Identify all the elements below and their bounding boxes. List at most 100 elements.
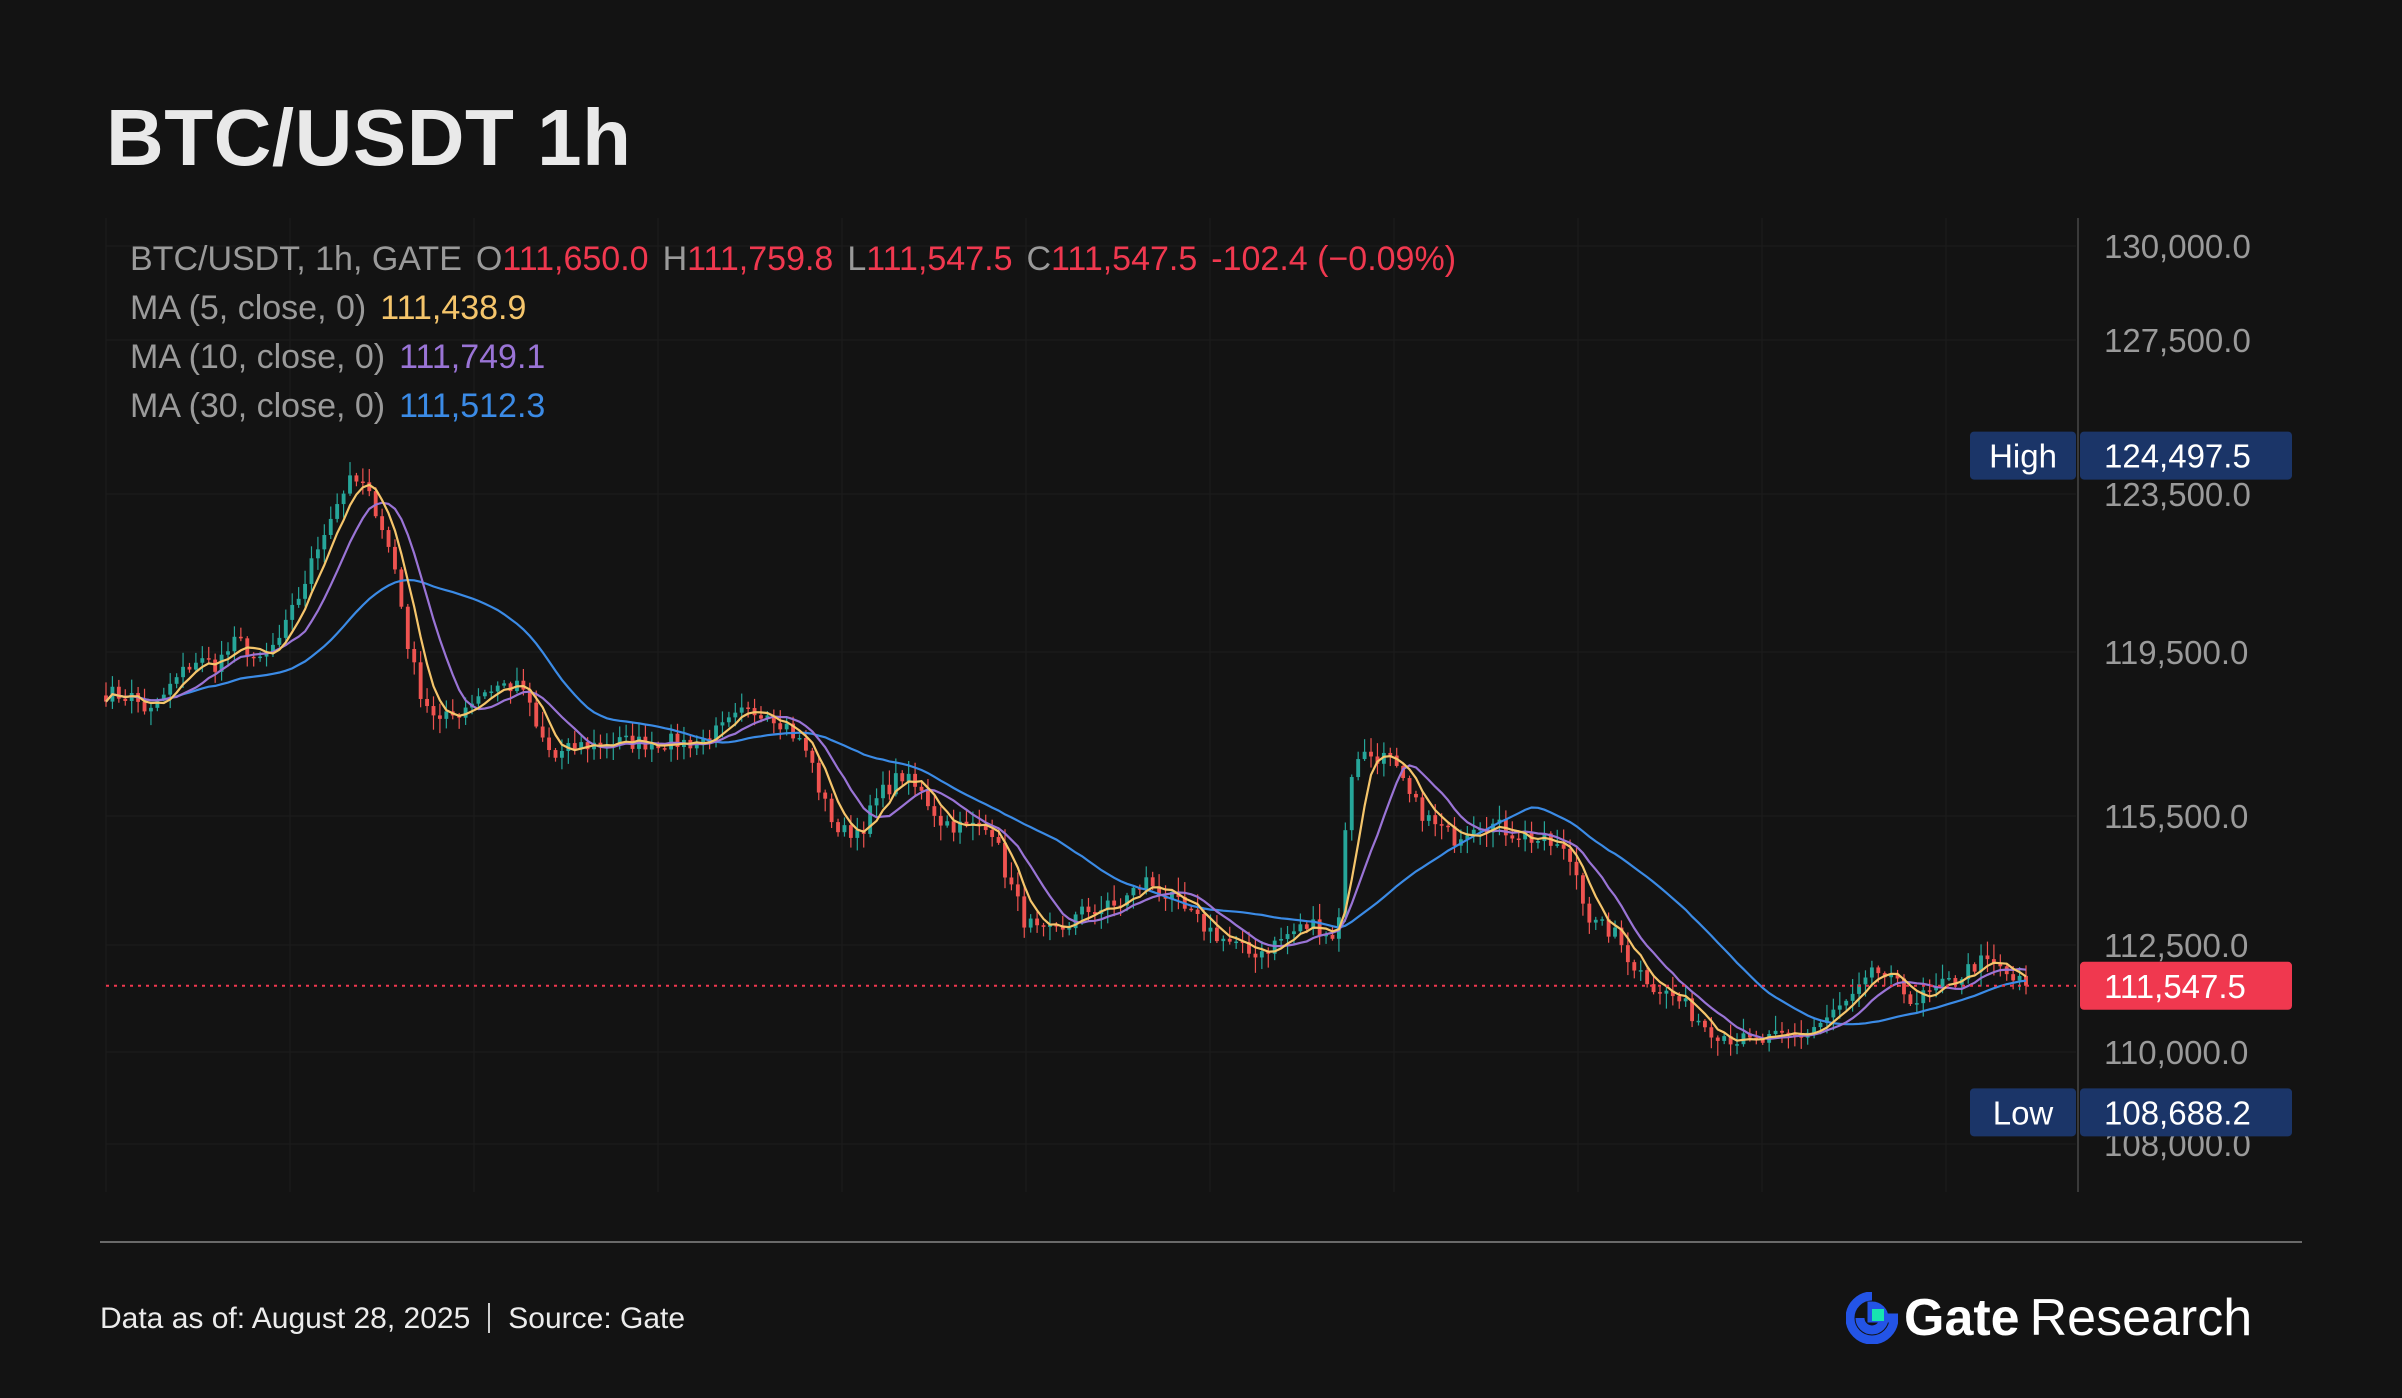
candle-body <box>232 636 237 652</box>
footer-divider <box>100 1241 2302 1243</box>
candle-body <box>1003 842 1007 878</box>
candle-body <box>932 806 937 816</box>
y-tick-label: 119,500.0 <box>2104 634 2248 671</box>
candle-body <box>739 707 744 713</box>
candle-body <box>1991 959 1996 964</box>
candle-body <box>1574 861 1579 876</box>
candle-body <box>1722 1036 1727 1041</box>
data-source: Source: Gate <box>508 1302 686 1335</box>
legend-low-value: 111,547.5 <box>866 240 1013 278</box>
candle-body <box>1972 964 1977 972</box>
high-value: 124,497.5 <box>2104 438 2251 475</box>
candle-body <box>1632 962 1637 971</box>
candle-body <box>1747 1033 1752 1038</box>
candle-body <box>983 824 988 831</box>
candle-body <box>842 825 847 833</box>
candle-body <box>1170 891 1174 899</box>
candle-body <box>1394 755 1399 766</box>
candle-body <box>868 805 873 834</box>
candle-body <box>1356 759 1361 778</box>
candle-body <box>476 696 481 704</box>
ma5-line: MA (5, close, 0) 111,438.9 <box>130 284 1456 333</box>
high-label: High <box>1989 438 2057 475</box>
candle-body <box>1381 752 1386 764</box>
candle-body <box>778 723 783 730</box>
candle-body <box>1369 751 1373 757</box>
ma30-line <box>105 578 2027 1026</box>
candle-body <box>926 790 930 807</box>
candle-body <box>1844 1000 1849 1006</box>
price-chart[interactable]: 130,000.0 127,500.0 123,500.0 119,500.0 115,… <box>0 0 2402 1240</box>
candle-body <box>579 742 584 749</box>
candle-body <box>1568 848 1573 862</box>
candle-body <box>142 701 147 712</box>
legend-low-label: L <box>847 240 867 278</box>
candle-body <box>598 742 603 747</box>
candle-body <box>399 569 404 607</box>
candle-body <box>309 558 314 584</box>
candle-body <box>996 837 1001 843</box>
legend-change: -102.4 (−0.09%) <box>1211 240 1457 278</box>
candle-body <box>187 666 192 670</box>
candle-body <box>900 773 905 782</box>
candlesticks <box>104 462 2028 1056</box>
candle-body <box>1850 993 1855 1001</box>
candle-body <box>662 748 667 750</box>
candle-body <box>1998 963 2003 967</box>
candle-body <box>1523 832 1528 840</box>
candle-body <box>258 656 263 659</box>
candle-body <box>1869 967 1874 978</box>
candle-body <box>1638 970 1643 972</box>
ma30-value: 111,512.3 <box>399 387 546 425</box>
candle-body <box>1471 829 1476 836</box>
y-tick-label: 115,500.0 <box>2104 798 2248 835</box>
moving-averages <box>105 483 2027 1042</box>
ma30-label: MA (30, close, 0) <box>130 387 386 425</box>
candle-body <box>1362 751 1367 760</box>
candle-body <box>508 683 513 692</box>
candle-body <box>1677 996 1682 1002</box>
candle-body <box>1227 938 1232 942</box>
candle-body <box>1388 752 1393 756</box>
candle-body <box>1953 978 1958 985</box>
candle-body <box>354 475 359 482</box>
low-value: 108,688.2 <box>2104 1094 2251 1131</box>
candle-body <box>1651 984 1656 993</box>
candle-body <box>1837 1005 1842 1010</box>
candle-body <box>380 516 385 531</box>
candle-body <box>335 504 340 519</box>
candle-body <box>1735 1044 1739 1046</box>
brand-name: Gate <box>1904 1289 2020 1347</box>
candle-body <box>303 583 307 599</box>
chart-grid <box>105 218 2076 1192</box>
candle-body <box>553 750 558 758</box>
candle-body <box>1144 877 1149 890</box>
candle-body <box>1625 945 1630 963</box>
candle-body <box>2011 974 2016 981</box>
candle-body <box>1208 927 1213 932</box>
candle-body <box>1703 1020 1707 1028</box>
candle-body <box>791 723 796 739</box>
candle-body <box>1709 1027 1714 1038</box>
price-axis: 130,000.0 127,500.0 123,500.0 119,500.0 115,… <box>2104 228 2251 1163</box>
candle-body <box>315 549 320 559</box>
candle-body <box>1324 934 1328 937</box>
candle-body <box>649 743 654 750</box>
candle-body <box>1022 896 1027 928</box>
candle-body <box>1857 984 1861 994</box>
candle-body <box>1420 797 1425 821</box>
candle-body <box>502 683 507 686</box>
candle-body <box>1247 942 1251 954</box>
candle-body <box>238 636 243 639</box>
candle-body <box>823 792 828 799</box>
candle-body <box>804 737 808 751</box>
candle-body <box>540 726 545 738</box>
candle-body <box>213 659 218 672</box>
candle-body <box>1780 1030 1784 1033</box>
candle-body <box>1125 895 1129 906</box>
page-title: BTC/USDT 1h <box>106 93 632 182</box>
candle-body <box>1285 934 1290 939</box>
candle-body <box>720 722 725 726</box>
candle-body <box>2017 975 2022 981</box>
candle-body <box>1080 906 1084 915</box>
